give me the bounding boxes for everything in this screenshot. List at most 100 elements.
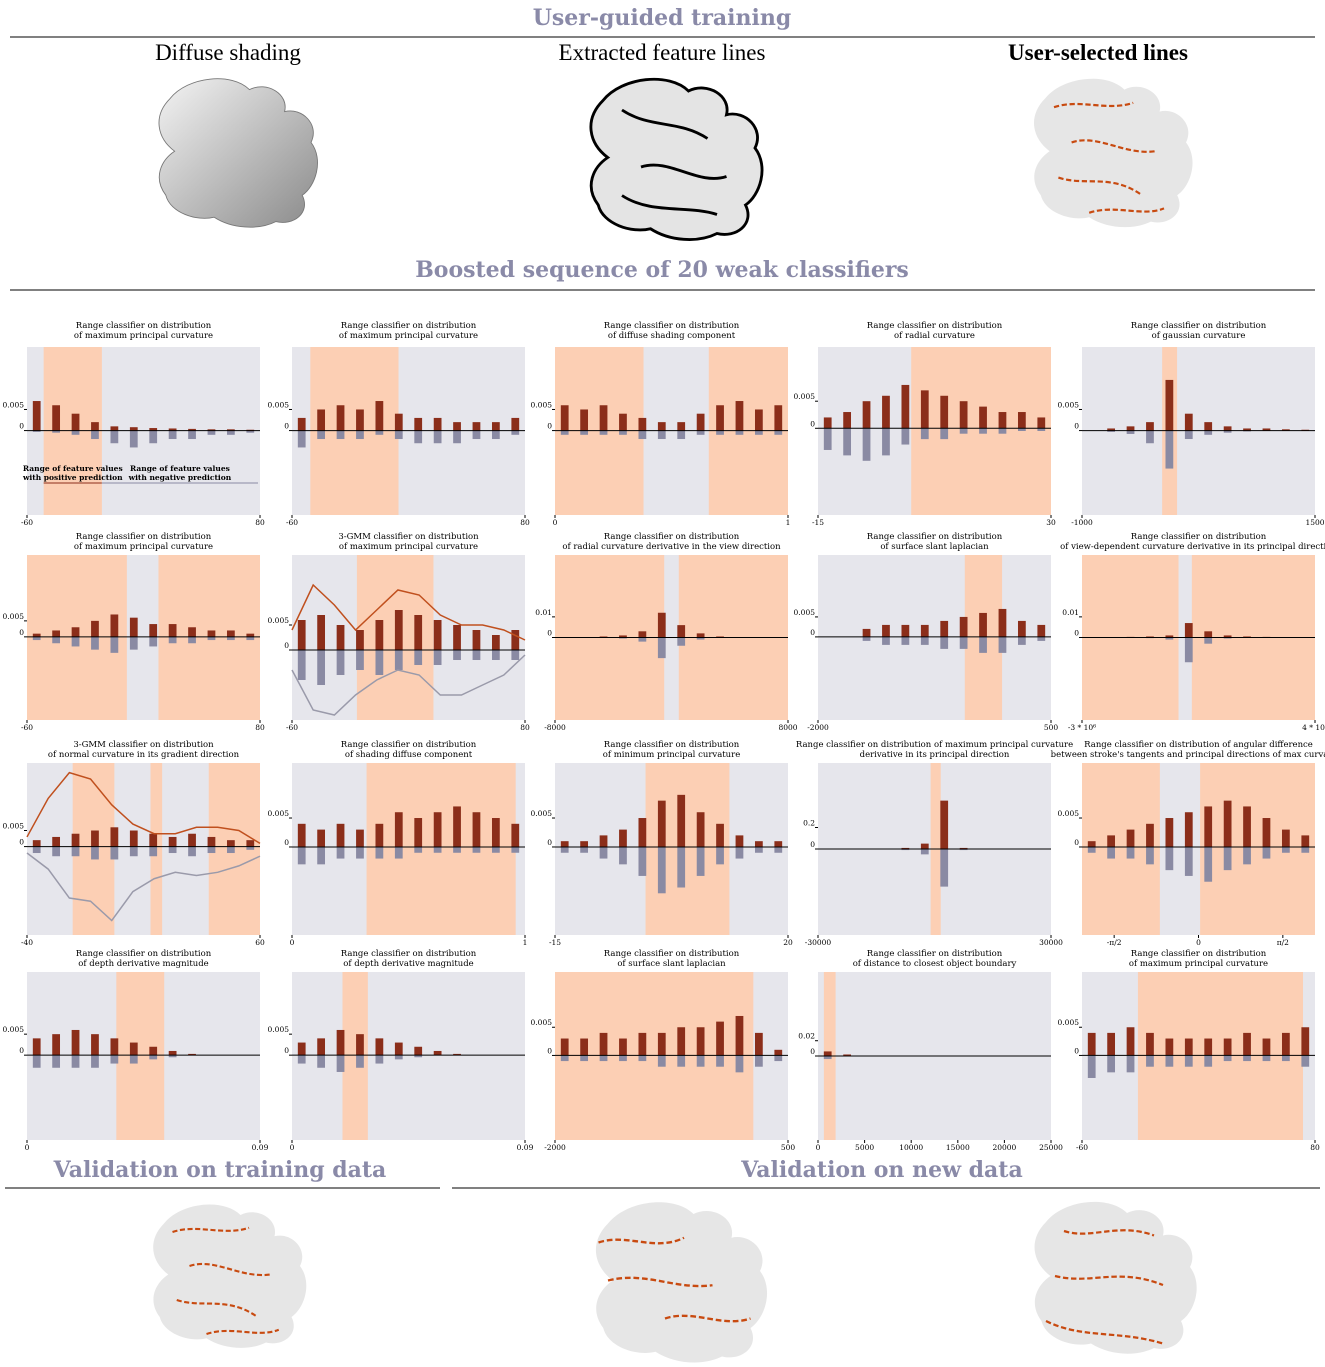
positive-bar [129,427,138,431]
positive-bar [696,812,705,847]
chart-title: of radial curvature derivative in the vi… [562,542,781,552]
negative-bar [129,430,138,448]
positive-bar [901,624,910,637]
dragon-shaded [158,78,318,228]
negative-bar [453,650,461,660]
dragon-lines [589,77,764,241]
negative-bar [940,428,949,440]
negative-bar [560,430,569,435]
positive-bar [168,624,177,637]
chart-title: of depth derivative magnitude [78,959,208,969]
positive-bar [1037,624,1046,637]
positive-bar [336,625,345,650]
positive-bar [297,823,306,847]
positive-bar [959,616,968,637]
y-tick-label: 0.02 [798,1032,815,1041]
negative-bar [491,430,500,440]
positive-bar [1223,426,1232,431]
x-tick-label: -2000 [544,1143,566,1152]
chart-title: Range classifier on distribution [867,321,1003,331]
negative-bar [511,846,520,853]
positive-bar [336,823,345,847]
negative-bar [336,430,345,440]
negative-bar [754,846,763,853]
positive-bar [599,636,608,638]
negative-bar [188,636,196,644]
positive-bar [862,628,871,637]
negative-bar [375,846,384,859]
positive-bar [433,812,442,847]
positive-bar [375,823,384,847]
positive-bar [696,1027,705,1056]
gmm-positive-curve [26,771,261,845]
positive-bar [560,405,569,431]
positive-bar [677,794,686,847]
positive-bar [1204,1038,1213,1056]
negative-bar [677,1055,686,1067]
chart-title: derivative in its principal direction [860,750,1010,760]
x-tick-label: 60 [255,938,265,947]
negative-bar [110,636,119,653]
negative-bar [619,1055,627,1062]
positive-bar [110,614,119,637]
y-tick-label: 0 [19,1046,24,1055]
positive-range [342,972,368,1140]
positive-bar [1262,1038,1271,1056]
negative-bar [920,428,929,440]
negative-bar [317,846,326,865]
chart-title: of depth derivative magnitude [343,959,473,969]
negative-bar [774,1055,783,1062]
negative-bar [91,846,99,860]
positive-bar [375,1038,384,1056]
negative-bar [774,430,783,435]
x-tick-label: -3 * 10⁶ [1068,723,1096,732]
x-tick-label: 0 [1196,938,1201,947]
chart-title: Range classifier on distribution [604,740,740,750]
negative-bar [149,636,158,647]
positive-bar [1184,623,1193,638]
y-tick-label: 0 [1074,629,1079,638]
positive-bar [619,635,627,638]
negative-bar [1223,846,1232,871]
dragon-selected [1033,78,1193,228]
positive-bar [52,836,61,847]
negative-bar [207,846,216,854]
positive-bar [1146,823,1154,847]
positive-bar [735,1015,744,1056]
annotation: Range of feature values [130,464,230,473]
negative-bar [317,1055,326,1068]
positive-bar [754,841,763,847]
chart-title: between stroke's tangents and principal … [1051,750,1325,760]
positive-bar [716,636,724,638]
plot-background [818,555,1051,720]
negative-bar [91,636,99,650]
negative-bar [901,636,910,645]
positive-bar [1223,635,1232,638]
y-tick-label: 0 [19,422,24,431]
negative-bar [52,636,61,644]
x-tick-label: -60 [286,518,298,527]
y-tick-label: 0 [810,419,815,428]
negative-bar [394,1055,403,1060]
chart-title: of view-dependent curvature derivative i… [1060,542,1325,552]
negative-bar [1017,428,1026,431]
negative-bar [1165,637,1174,640]
positive-bar [91,830,99,847]
negative-bar [1262,1055,1271,1062]
positive-bar [246,840,255,847]
negative-bar [560,1055,569,1062]
negative-bar [1223,1055,1232,1062]
negative-bar [1107,1055,1116,1073]
negative-bar [1184,637,1193,663]
chart-title: Range classifier on distribution [341,321,477,331]
positive-bar [1165,818,1174,847]
positive-bar [168,428,177,431]
y-tick-label: 0 [1074,1046,1079,1055]
negative-bar [882,636,890,645]
positive-bar [1087,841,1096,847]
positive-bar [149,624,158,637]
positive-bar [1165,635,1174,638]
y-tick-label: 0.005 [268,1025,290,1034]
